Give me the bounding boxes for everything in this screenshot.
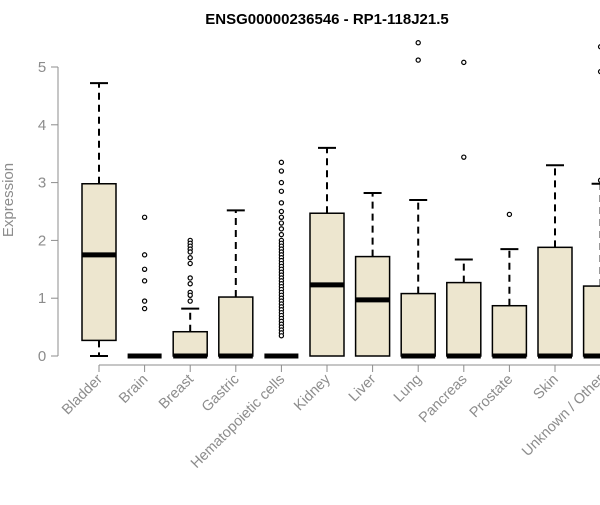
outlier-point xyxy=(279,215,283,219)
outlier-point xyxy=(279,160,283,164)
outlier-point xyxy=(143,253,147,257)
x-tick-label: Skin xyxy=(531,372,562,403)
y-axis: 0 1 2 3 4 5 xyxy=(38,59,58,365)
y-tick-label: 4 xyxy=(38,117,46,134)
box-iqr xyxy=(173,332,207,356)
outlier-point xyxy=(188,282,192,286)
x-tick-label: Liver xyxy=(346,371,380,405)
outlier-point xyxy=(416,58,420,62)
x-tick-label: Lung xyxy=(391,372,425,406)
outlier-point xyxy=(188,276,192,280)
box-gastric xyxy=(219,210,253,356)
box-iqr xyxy=(219,297,253,356)
box-kidney xyxy=(310,148,344,356)
box-iqr xyxy=(492,306,526,356)
chart-title: ENSG00000236546 - RP1-118J21.5 xyxy=(205,11,449,28)
boxes-group xyxy=(82,41,600,356)
outlier-point xyxy=(279,334,283,338)
outlier-point xyxy=(279,189,283,193)
outlier-point xyxy=(143,299,147,303)
x-tick-label: Gastric xyxy=(199,372,243,416)
y-axis-label: Expression xyxy=(0,163,17,237)
y-tick-label: 3 xyxy=(38,175,46,192)
y-tick-label: 5 xyxy=(38,59,46,76)
box-lung xyxy=(401,41,435,356)
outlier-point xyxy=(279,169,283,173)
box-brain xyxy=(128,215,162,356)
outlier-point xyxy=(143,307,147,311)
y-tick-label: 2 xyxy=(38,232,46,249)
box-hematopoietic-cells xyxy=(264,160,298,356)
y-tick-label: 0 xyxy=(38,348,46,365)
outlier-point xyxy=(462,60,466,64)
outlier-point xyxy=(143,215,147,219)
y-tick-label: 1 xyxy=(38,290,46,307)
box-iqr xyxy=(82,184,116,341)
outlier-point xyxy=(188,299,192,303)
outlier-point xyxy=(279,221,283,225)
outlier-point xyxy=(143,267,147,271)
outlier-point xyxy=(279,209,283,213)
outlier-point xyxy=(462,155,466,159)
x-tick-label: Bladder xyxy=(59,371,106,418)
x-tick-label: Breast xyxy=(156,372,197,413)
box-liver xyxy=(356,193,390,356)
outlier-point xyxy=(279,233,283,237)
outlier-point xyxy=(279,181,283,185)
x-tick-label: Pancreas xyxy=(416,372,471,427)
outlier-point xyxy=(143,279,147,283)
outlier-point xyxy=(279,227,283,231)
box-iqr xyxy=(356,257,390,356)
outlier-point xyxy=(188,261,192,265)
box-bladder xyxy=(82,83,116,356)
outlier-point xyxy=(507,212,511,216)
outlier-point xyxy=(188,293,192,297)
outlier-point xyxy=(188,250,192,254)
box-iqr xyxy=(447,283,481,356)
box-prostate xyxy=(492,212,526,356)
outlier-point xyxy=(279,201,283,205)
box-iqr xyxy=(584,286,600,356)
box-unknown-other xyxy=(584,45,600,356)
x-tick-label: Prostate xyxy=(467,372,516,421)
x-tick-label: Brain xyxy=(116,372,151,407)
box-skin xyxy=(538,165,572,356)
outlier-point xyxy=(188,256,192,260)
box-iqr xyxy=(538,247,572,356)
box-pancreas xyxy=(447,60,481,356)
x-tick-label: Kidney xyxy=(291,371,334,414)
box-iqr xyxy=(401,294,435,356)
box-breast xyxy=(173,238,207,356)
outlier-point xyxy=(416,41,420,45)
